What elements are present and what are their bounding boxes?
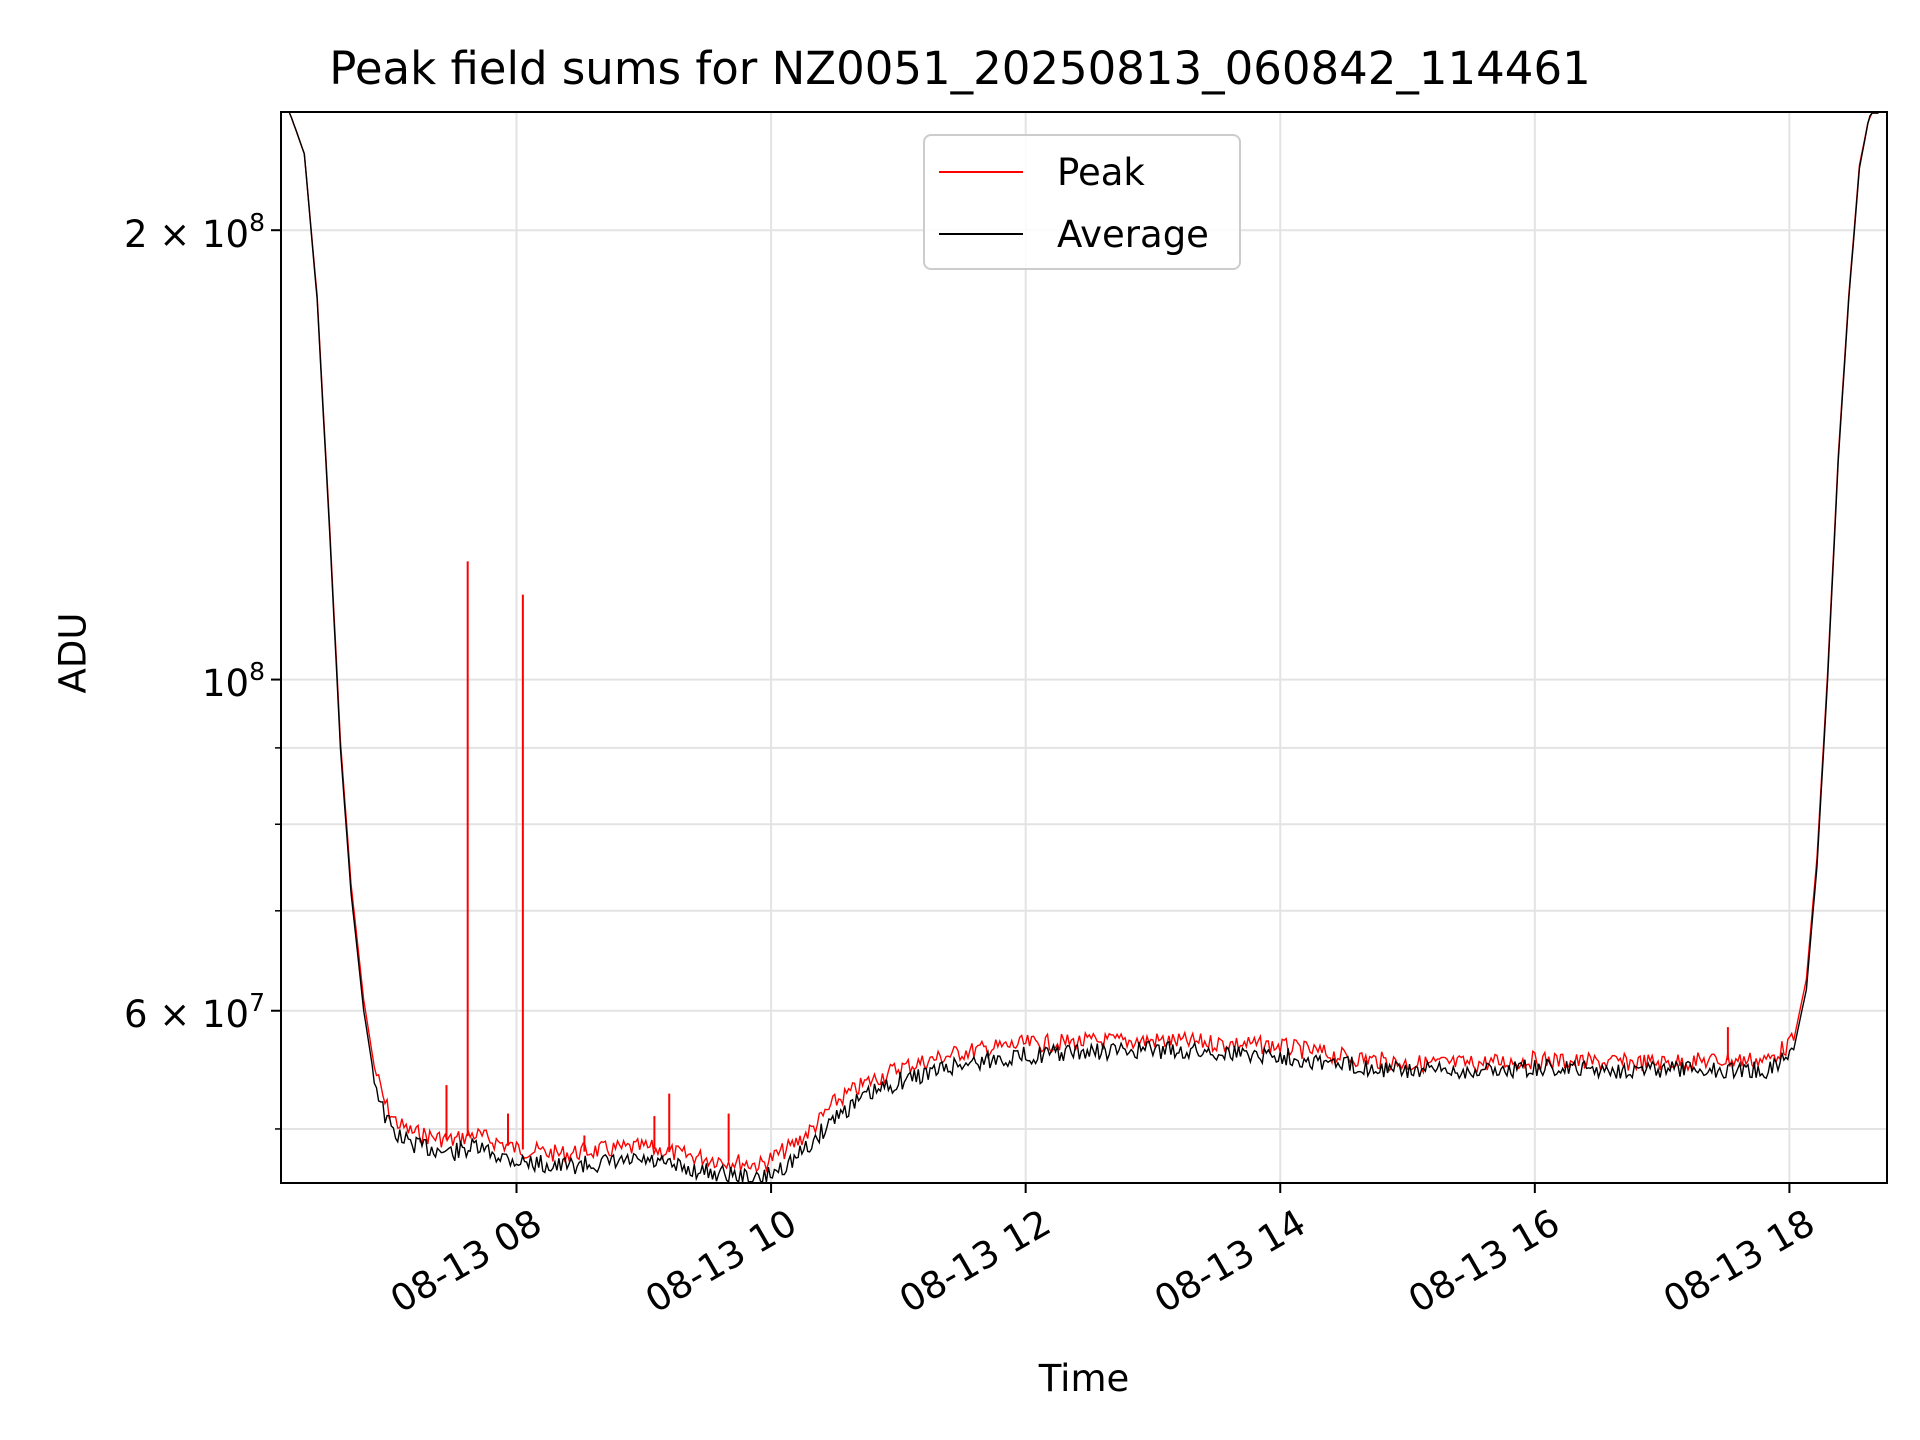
y-tick-base: 2 × 10 bbox=[123, 212, 250, 256]
plot-frame bbox=[280, 111, 1888, 1184]
legend-label-average: Average bbox=[1057, 212, 1209, 256]
series-line-average bbox=[288, 112, 1879, 1184]
grid-lines bbox=[281, 112, 1887, 1183]
y-tick-exponent: 7 bbox=[249, 988, 265, 1018]
y-tick-exponent: 8 bbox=[249, 207, 265, 237]
chart-title: Peak field sums for NZ0051_20250813_0608… bbox=[329, 42, 1591, 95]
legend: Peak Average bbox=[923, 134, 1241, 270]
x-axis-label: Time bbox=[1038, 1357, 1130, 1400]
y-tick-label: 108 bbox=[202, 659, 265, 706]
y-tick-label: 6 × 107 bbox=[123, 990, 265, 1037]
y-tick-exponent: 8 bbox=[249, 657, 265, 687]
legend-swatch-peak bbox=[939, 171, 1023, 173]
legend-item-average: Average bbox=[939, 212, 1209, 256]
series-line-peak bbox=[288, 112, 1879, 1173]
y-tick-base: 10 bbox=[202, 662, 250, 706]
y-tick-label: 2 × 108 bbox=[123, 210, 265, 256]
tick-marks bbox=[271, 229, 1791, 1193]
series-layer bbox=[288, 112, 1879, 1184]
y-axis-label: ADU bbox=[51, 612, 95, 694]
legend-swatch-average bbox=[939, 233, 1023, 235]
legend-item-peak: Peak bbox=[939, 150, 1145, 194]
legend-label-peak: Peak bbox=[1057, 150, 1145, 194]
y-tick-base: 6 × 10 bbox=[123, 993, 250, 1037]
